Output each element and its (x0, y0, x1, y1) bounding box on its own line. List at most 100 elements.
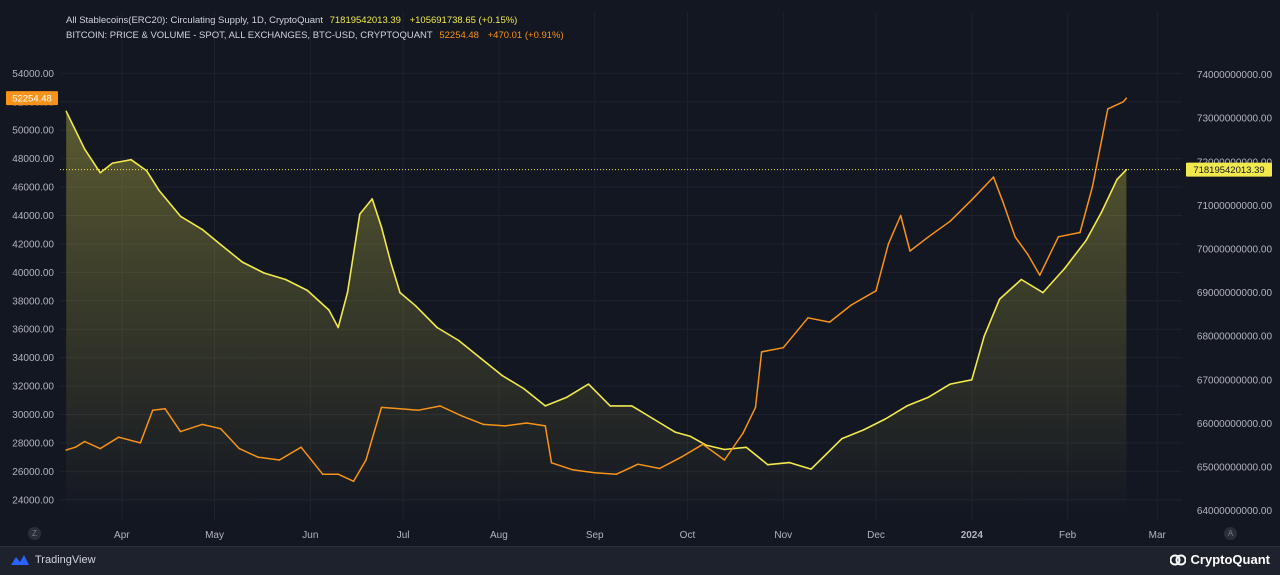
stablecoin-data-point (399, 291, 401, 294)
right-axis-tick-label: 68000000000.00 (1197, 332, 1273, 343)
legend-change-btc: +470.01 (+0.91%) (487, 30, 564, 41)
stablecoin-data-point (337, 326, 339, 329)
btc-data-point (399, 408, 401, 410)
time-axis-tick-label: Nov (774, 530, 792, 541)
stablecoin-data-point (99, 171, 101, 174)
time-axis-tick-label: 2024 (961, 530, 984, 541)
right-axis-tick-label: 65000000000.00 (1197, 462, 1273, 473)
btc-data-point (949, 220, 951, 222)
stablecoin-data-point (689, 435, 692, 438)
time-axis-tick-label: Apr (114, 530, 130, 541)
btc-data-point (754, 406, 757, 409)
btc-data-point (371, 437, 373, 440)
stablecoin-data-point (328, 309, 330, 311)
btc-data-point (702, 443, 704, 446)
stablecoin-data-point (1085, 239, 1087, 242)
btc-last-value-tag (6, 91, 58, 106)
btc-data-point (992, 176, 995, 178)
btc-data-point (1057, 236, 1060, 238)
stablecoin-data-point (745, 446, 747, 449)
btc-data-point (742, 432, 744, 434)
btc-data-point (352, 480, 355, 483)
stablecoin-data-point (884, 418, 887, 420)
btc-data-point (899, 214, 902, 217)
legend-row-stablecoin[interactable]: All Stablecoins(ERC20): Circulating Supp… (66, 13, 564, 28)
stablecoin-data-point (544, 405, 547, 407)
stablecoin-data-point (674, 431, 676, 433)
stablecoin-area-fill (66, 111, 1127, 515)
btc-data-point (117, 436, 120, 439)
btc-data-point (83, 440, 86, 443)
btc-data-point (1091, 186, 1094, 188)
right-axis-tick-label: 66000000000.00 (1197, 419, 1273, 430)
footer-bar: TradingView CryptoQuant (0, 546, 1280, 575)
right-axis-tick-label: 70000000000.00 (1197, 245, 1273, 256)
stablecoin-data-point (359, 213, 361, 215)
stablecoin-data-point (1116, 178, 1118, 181)
btc-data-point (1122, 100, 1125, 103)
stablecoin-data-point (241, 261, 244, 263)
stablecoin-data-point (436, 326, 438, 329)
btc-data-point (278, 459, 281, 461)
left-axis-tick-label: 40000.00 (12, 268, 54, 279)
btc-data-point (99, 447, 101, 450)
stablecoin-data-point (825, 453, 828, 455)
stablecoin-data-point (284, 278, 287, 281)
log-scale-toggle[interactable]: Z (28, 527, 41, 540)
stablecoin-data-point (414, 304, 417, 307)
btc-data-point (971, 199, 973, 201)
right-axis-tick-label: 71000000000.00 (1197, 201, 1273, 212)
stablecoin-data-point (306, 289, 309, 292)
btc-data-point (337, 473, 339, 475)
btc-data-point (417, 409, 420, 412)
stablecoin-data-point (219, 243, 222, 246)
cryptoquant-icon (1169, 554, 1186, 565)
btc-data-point (782, 346, 785, 349)
left-price-axis[interactable]: 24000.00 26000.00 28000.00 30000.00 32000.00… (12, 69, 54, 506)
btc-data-point (238, 447, 241, 450)
legend-row-btc[interactable]: BITCOIN: PRICE & VOLUME - SPOT, ALL EXCH… (66, 28, 564, 43)
btc-data-point (828, 321, 831, 323)
btc-data-point (1026, 253, 1029, 255)
right-axis-tick-label: 67000000000.00 (1197, 375, 1273, 386)
auto-scale-toggle[interactable]: A (1224, 527, 1237, 540)
btc-data-point (139, 442, 142, 444)
btc-data-point (439, 405, 441, 407)
btc-data-point (637, 463, 639, 466)
stablecoin-data-point (810, 468, 812, 470)
stablecoin-data-point (971, 378, 973, 381)
btc-data-point (658, 467, 661, 470)
stablecoin-data-point (1100, 211, 1103, 213)
stablecoin-data-point (389, 261, 392, 263)
chart-canvas[interactable]: 24000.00 26000.00 28000.00 30000.00 32000.00… (0, 0, 1280, 546)
btc-data-point (723, 459, 726, 461)
legend-name-stablecoin: All Stablecoins(ERC20): Circulating Supp… (66, 15, 323, 26)
stablecoin-data-point (457, 339, 460, 342)
left-axis-tick-label: 30000.00 (12, 410, 54, 421)
btc-data-point (179, 430, 182, 433)
btc-data-point (850, 304, 853, 306)
btc-data-point (927, 236, 930, 238)
time-axis-tick-label: Mar (1149, 530, 1167, 541)
btc-data-point (909, 250, 911, 252)
btc-data-point (1014, 236, 1016, 238)
tradingview-logo[interactable]: TradingView (10, 554, 96, 566)
left-axis-tick-label: 28000.00 (12, 438, 54, 449)
stablecoin-data-point (723, 448, 726, 451)
time-axis[interactable]: Apr May Jun Jul Aug Sep Oct Nov Dec 2024 Feb Mar (114, 530, 1167, 541)
btc-data-point (1079, 231, 1081, 234)
btc-data-point (380, 406, 383, 409)
btc-data-point (1001, 200, 1004, 203)
btc-data-point (525, 422, 528, 424)
btc-data-point (1107, 108, 1109, 110)
btc-data-point (65, 449, 67, 451)
stablecoin-data-point (906, 405, 908, 407)
stablecoin-data-point (609, 405, 611, 407)
stablecoin-last-value-text: 71819542013.39 (1193, 165, 1264, 176)
left-axis-tick-label: 42000.00 (12, 239, 54, 250)
stablecoin-data-point (587, 383, 590, 385)
time-axis-tick-label: Sep (586, 530, 604, 541)
legend-name-btc: BITCOIN: PRICE & VOLUME - SPOT, ALL EXCH… (66, 30, 433, 41)
right-axis-tick-label: 73000000000.00 (1197, 114, 1273, 125)
